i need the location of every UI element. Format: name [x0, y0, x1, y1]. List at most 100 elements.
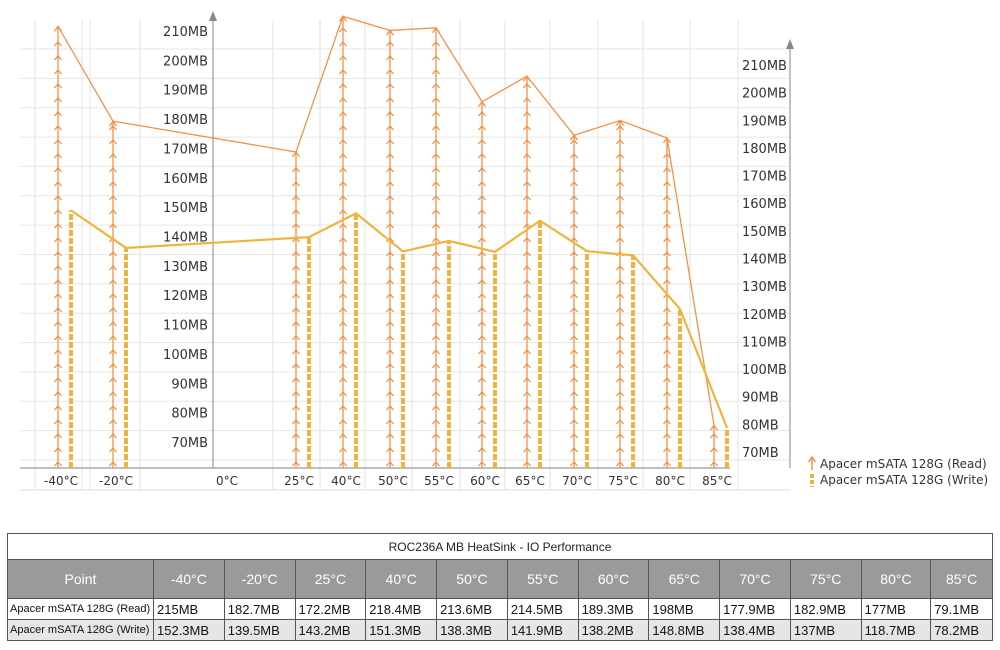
x-tick-label: 60°C — [470, 474, 500, 488]
read-arrowhead-icon — [339, 433, 347, 439]
read-arrowhead-icon — [478, 377, 486, 383]
read-arrowhead-icon — [386, 265, 394, 271]
read-arrowhead-icon — [109, 153, 117, 159]
read-arrowhead-icon — [54, 377, 62, 383]
row-label-read: Apacer mSATA 128G (Read) — [7, 598, 154, 620]
read-arrowhead-icon — [523, 433, 531, 439]
read-arrowhead-icon — [432, 139, 440, 145]
table-cell: 139.5MB — [223, 619, 296, 641]
read-arrowhead-icon — [109, 279, 117, 285]
read-arrowhead-icon — [663, 377, 671, 383]
read-arrowhead-icon — [386, 209, 394, 215]
read-arrowhead-icon — [478, 209, 486, 215]
read-arrowhead-icon — [386, 377, 394, 383]
left-tick-label: 150MB — [163, 201, 208, 216]
read-arrowhead-icon — [109, 265, 117, 271]
read-arrowhead-icon — [616, 419, 624, 425]
read-arrowhead-icon — [478, 321, 486, 327]
read-arrowhead-icon — [386, 97, 394, 103]
read-arrowhead-icon — [386, 55, 394, 61]
right-tick-label: 70MB — [742, 446, 779, 461]
read-arrowhead-icon — [570, 419, 578, 425]
table-title: ROC236A MB HeatSink - IO Performance — [7, 533, 993, 560]
read-arrowhead-icon — [523, 139, 531, 145]
left-tick-label: 170MB — [163, 142, 208, 157]
right-tick-label: 110MB — [742, 335, 787, 350]
read-arrowhead-icon — [570, 335, 578, 341]
read-arrowhead-icon — [616, 349, 624, 355]
read-arrowhead-icon — [432, 223, 440, 229]
legend-read-arrowhead-icon — [807, 455, 817, 463]
read-arrowhead-icon — [523, 125, 531, 131]
read-arrowhead-icon — [339, 377, 347, 383]
read-arrowhead-icon — [523, 335, 531, 341]
read-arrowhead-icon — [478, 251, 486, 257]
read-arrowhead-icon — [292, 349, 300, 355]
series-markers — [53, 15, 729, 468]
read-arrowhead-icon — [54, 433, 62, 439]
read-arrowhead-icon — [432, 251, 440, 257]
read-arrowhead-icon — [523, 181, 531, 187]
read-arrowhead-icon — [570, 167, 578, 173]
read-arrowhead-icon — [478, 153, 486, 159]
left-tick-label: 110MB — [163, 319, 208, 334]
read-arrowhead-icon — [570, 293, 578, 299]
read-arrowhead-icon — [386, 83, 394, 89]
read-arrowhead-icon — [570, 363, 578, 369]
read-arrowhead-icon — [339, 335, 347, 341]
read-arrowhead-icon — [663, 237, 671, 243]
read-arrowhead-icon — [570, 321, 578, 327]
read-arrowhead-icon — [386, 69, 394, 75]
read-arrowhead-icon — [339, 27, 347, 33]
x-tick-label: 70°C — [562, 474, 592, 488]
read-arrow-marker — [522, 75, 532, 468]
read-arrowhead-icon — [478, 307, 486, 313]
read-arrowhead-icon — [54, 41, 62, 47]
read-arrowhead-icon — [432, 125, 440, 131]
table-header-row: Point -40°C -20°C 25°C 40°C 50°C 55°C 60°C 65°C… — [7, 559, 993, 599]
read-arrowhead-icon — [432, 97, 440, 103]
read-arrowhead-icon — [570, 307, 578, 313]
read-arrowhead-icon — [478, 167, 486, 173]
read-arrowhead-icon — [339, 265, 347, 271]
read-arrowhead-icon — [663, 195, 671, 201]
read-arrow-marker — [338, 15, 348, 468]
read-arrowhead-icon — [339, 293, 347, 299]
read-arrowhead-icon — [292, 195, 300, 201]
read-arrowhead-icon — [616, 167, 624, 173]
read-arrowhead-icon — [292, 181, 300, 187]
read-arrowhead-icon — [109, 335, 117, 341]
read-arrowhead-icon — [710, 447, 718, 453]
read-arrowhead-icon — [432, 237, 440, 243]
read-arrowhead-icon — [523, 279, 531, 285]
read-arrowhead-icon — [570, 265, 578, 271]
read-arrowhead-icon — [478, 349, 486, 355]
header-col: 55°C — [506, 559, 579, 599]
read-arrowhead-icon — [109, 363, 117, 369]
read-arrowhead-icon — [663, 181, 671, 187]
read-arrowhead-icon — [292, 265, 300, 271]
x-tick-label: 75°C — [608, 474, 638, 488]
read-arrowhead-icon — [54, 293, 62, 299]
read-arrowhead-icon — [54, 209, 62, 215]
read-arrowhead-icon — [386, 181, 394, 187]
read-arrowhead-icon — [478, 265, 486, 271]
read-arrowhead-icon — [292, 419, 300, 425]
read-arrowhead-icon — [339, 167, 347, 173]
read-arrowhead-icon — [432, 363, 440, 369]
read-arrowhead-icon — [386, 41, 394, 47]
read-arrowhead-icon — [523, 363, 531, 369]
read-arrowhead-icon — [523, 405, 531, 411]
read-arrowhead-icon — [339, 55, 347, 61]
read-arrowhead-icon — [478, 363, 486, 369]
read-arrow-marker — [709, 424, 719, 468]
read-arrowhead-icon — [54, 167, 62, 173]
table-cell: 213.6MB — [436, 598, 508, 620]
read-arrowhead-icon — [432, 181, 440, 187]
read-arrowhead-icon — [478, 433, 486, 439]
read-arrowhead-icon — [386, 251, 394, 257]
right-axis-arrow-icon — [786, 39, 794, 49]
header-col: 50°C — [436, 559, 508, 599]
read-arrowhead-icon — [386, 153, 394, 159]
read-arrowhead-icon — [109, 419, 117, 425]
